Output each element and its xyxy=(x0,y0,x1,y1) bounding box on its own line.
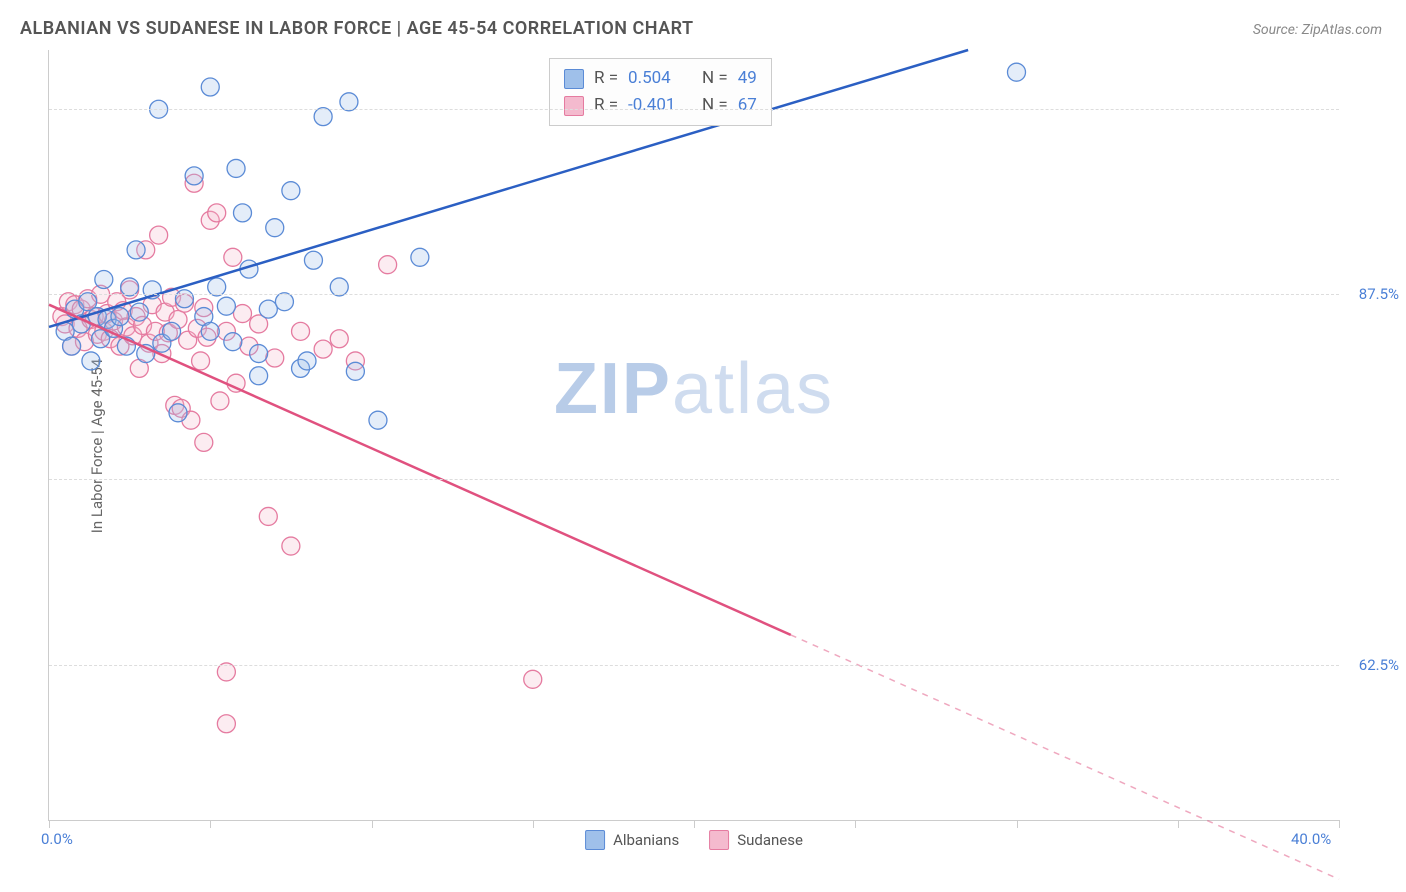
scatter-point xyxy=(330,278,348,296)
scatter-point xyxy=(259,507,277,525)
x-tick xyxy=(1178,820,1179,828)
scatter-point xyxy=(130,303,148,321)
plot-area: ZIPatlas R =0.504N =49R =-0.401N =67 Alb… xyxy=(48,50,1339,821)
n-label: N = xyxy=(702,92,728,119)
scatter-point xyxy=(217,663,235,681)
gridline xyxy=(49,665,1339,666)
scatter-point xyxy=(208,204,226,222)
r-value: 0.504 xyxy=(628,65,692,92)
x-tick xyxy=(694,820,695,828)
trend-line-sudanese xyxy=(49,305,791,635)
gridline xyxy=(49,294,1339,295)
scatter-point xyxy=(282,537,300,555)
legend-label: Sudanese xyxy=(737,831,803,849)
x-tick xyxy=(372,820,373,828)
source-attribution: Source: ZipAtlas.com xyxy=(1253,22,1382,38)
r-label: R = xyxy=(594,65,618,92)
scatter-point xyxy=(524,670,542,688)
y-tick-label: 87.5% xyxy=(1359,285,1399,303)
scatter-point xyxy=(298,352,316,370)
scatter-point xyxy=(1008,63,1026,81)
scatter-point xyxy=(227,159,245,177)
y-tick-label: 62.5% xyxy=(1359,656,1399,674)
correlation-row: R = -0.401 N = 67 xyxy=(564,92,757,119)
x-tick xyxy=(1339,820,1340,828)
scatter-point xyxy=(185,167,203,185)
correlation-box: R = 0.504 N = 49 R = -0.401 N = 67 xyxy=(549,58,772,126)
scatter-point xyxy=(259,300,277,318)
scatter-point xyxy=(217,297,235,315)
chart-svg xyxy=(49,50,1339,820)
scatter-point xyxy=(314,340,332,358)
scatter-point xyxy=(169,404,187,422)
x-tick xyxy=(1017,820,1018,828)
scatter-point xyxy=(224,248,242,266)
legend-swatch xyxy=(564,69,584,89)
scatter-point xyxy=(266,219,284,237)
n-label: N = xyxy=(702,65,728,92)
scatter-point xyxy=(292,322,310,340)
scatter-point xyxy=(314,108,332,126)
correlation-row: R = 0.504 N = 49 xyxy=(564,65,757,92)
scatter-point xyxy=(208,278,226,296)
r-label: R = xyxy=(594,92,618,119)
scatter-point xyxy=(275,293,293,311)
legend-label: Albanians xyxy=(613,831,679,849)
scatter-point xyxy=(379,256,397,274)
scatter-point xyxy=(250,367,268,385)
scatter-point xyxy=(201,78,219,96)
x-tick xyxy=(855,820,856,828)
n-value: 49 xyxy=(738,65,757,92)
scatter-point xyxy=(163,322,181,340)
scatter-point xyxy=(111,308,129,326)
r-value: -0.401 xyxy=(628,92,692,119)
chart-title: ALBANIAN VS SUDANESE IN LABOR FORCE | AG… xyxy=(20,18,694,39)
scatter-point xyxy=(217,715,235,733)
trend-line-sudanese-extrapolated xyxy=(791,635,1339,879)
scatter-point xyxy=(150,226,168,244)
legend-swatch xyxy=(709,830,729,850)
x-tick xyxy=(210,820,211,828)
scatter-point xyxy=(304,251,322,269)
n-value: 67 xyxy=(738,92,757,119)
scatter-point xyxy=(411,248,429,266)
scatter-point xyxy=(234,204,252,222)
scatter-point xyxy=(82,352,100,370)
scatter-point xyxy=(95,271,113,289)
scatter-point xyxy=(369,411,387,429)
scatter-point xyxy=(340,93,358,111)
scatter-point xyxy=(282,182,300,200)
scatter-point xyxy=(266,349,284,367)
gridline xyxy=(49,479,1339,480)
scatter-point xyxy=(175,290,193,308)
x-tick xyxy=(49,820,50,828)
scatter-point xyxy=(63,337,81,355)
scatter-point xyxy=(330,330,348,348)
legend: Albanians Sudanese xyxy=(585,830,803,850)
scatter-point xyxy=(250,345,268,363)
x-tick-label: 40.0% xyxy=(1291,830,1331,848)
scatter-point xyxy=(195,433,213,451)
legend-item: Sudanese xyxy=(709,830,803,850)
scatter-point xyxy=(192,352,210,370)
legend-item: Albanians xyxy=(585,830,679,850)
x-tick xyxy=(533,820,534,828)
scatter-point xyxy=(224,333,242,351)
scatter-point xyxy=(121,278,139,296)
scatter-point xyxy=(211,392,229,410)
scatter-point xyxy=(201,322,219,340)
legend-swatch xyxy=(564,96,584,116)
legend-swatch xyxy=(585,830,605,850)
scatter-point xyxy=(346,362,364,380)
gridline xyxy=(49,109,1339,110)
scatter-point xyxy=(234,305,252,323)
x-tick-label: 0.0% xyxy=(41,830,73,848)
scatter-point xyxy=(127,241,145,259)
